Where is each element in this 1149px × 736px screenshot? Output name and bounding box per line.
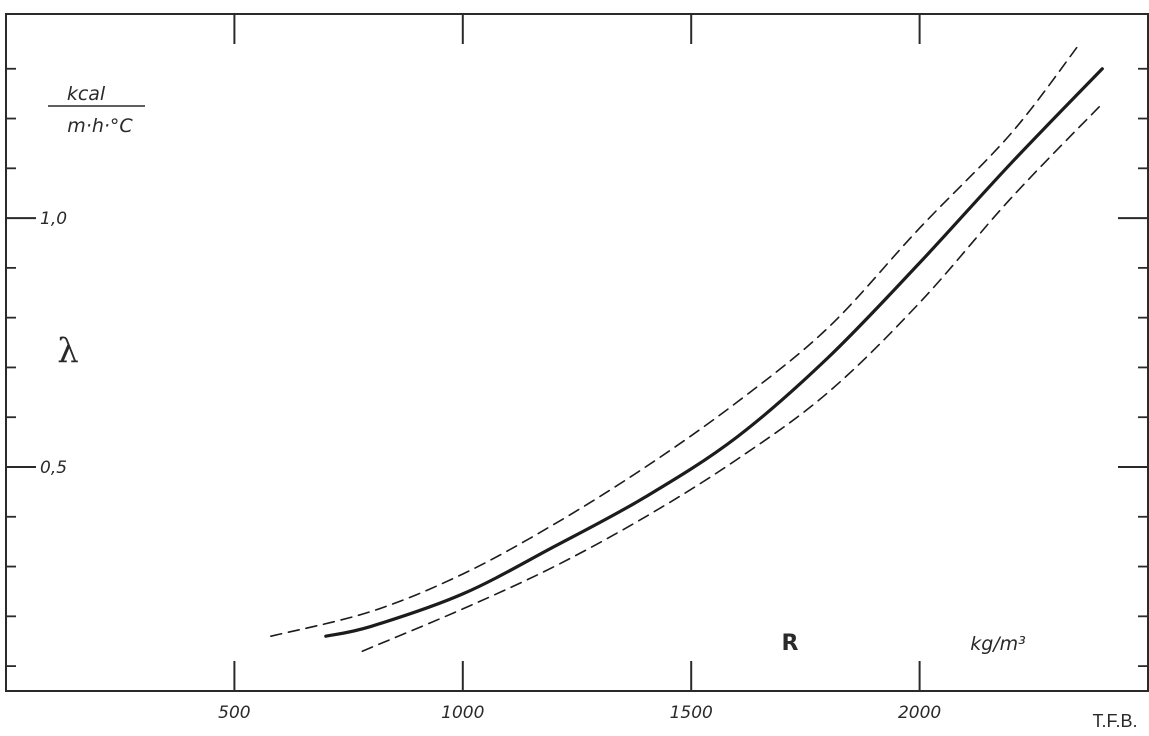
- x-axis-label: R: [782, 631, 799, 656]
- x-tick-label-1: 1000: [441, 703, 484, 723]
- ticks: 500 1000 1500 2000 0,5 1,0: [6, 14, 1148, 723]
- x-tick-label-0: 500: [218, 703, 250, 723]
- x-tick-label-2: 1500: [670, 703, 713, 723]
- dashed-bound-curve-1: [270, 43, 1081, 637]
- y-unit-numerator: kcal: [67, 83, 106, 105]
- y-tick-label-0: 0,5: [40, 458, 67, 478]
- curves: [270, 43, 1104, 652]
- y-axis-symbol: λ: [57, 331, 79, 371]
- dashed-bound-curve-2: [361, 102, 1104, 652]
- solid-mean-curve-0: [324, 67, 1104, 638]
- y-unit-denominator: m·h·°C: [67, 115, 133, 137]
- y-tick-label-1: 1,0: [40, 209, 67, 229]
- x-axis-unit: kg/m³: [970, 633, 1026, 655]
- x-tick-label-3: 2000: [898, 703, 941, 723]
- credit-label: T.F.B.: [1092, 711, 1137, 731]
- plot-frame: [5, 13, 1149, 692]
